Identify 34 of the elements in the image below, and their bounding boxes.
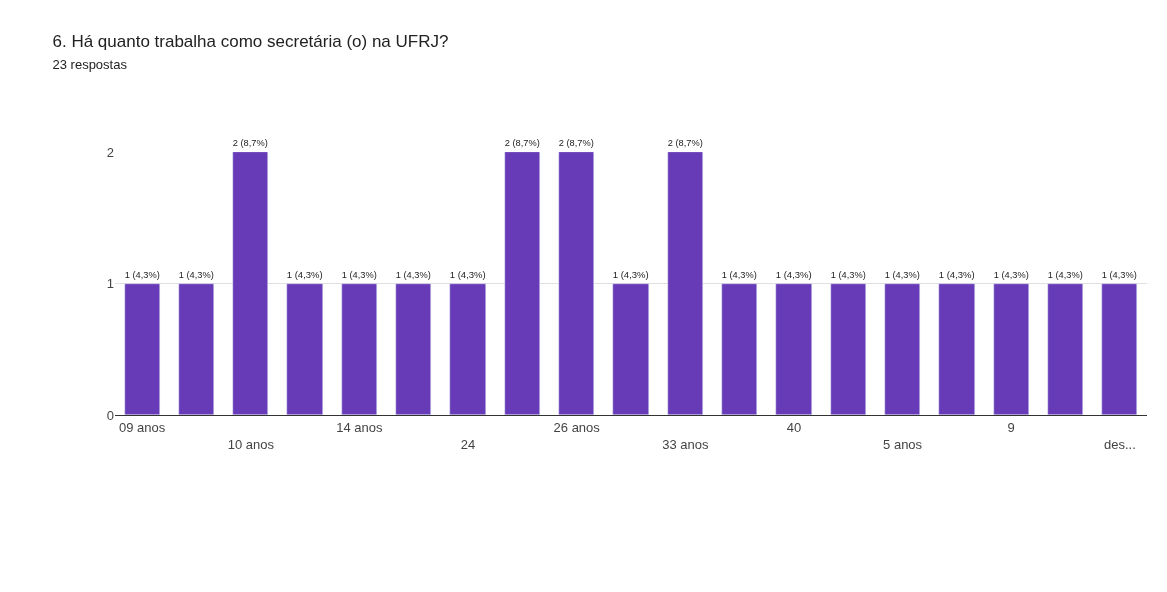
data-label: 2 (8,7%) <box>504 138 540 149</box>
x-tick-label: 24 <box>460 436 476 452</box>
x-tick-label: 9 <box>1007 419 1015 435</box>
x-tick-label: 40 <box>786 419 802 435</box>
y-tick-label: 2 <box>106 144 114 160</box>
data-label: 1 (4,3%) <box>1101 270 1137 281</box>
data-label: 1 (4,3%) <box>884 270 920 281</box>
x-tick-label: 10 anos <box>227 436 275 452</box>
data-label: 1 (4,3%) <box>830 270 866 281</box>
chart-subtitle: 23 respostas <box>52 57 128 73</box>
y-tick-label: 1 <box>106 276 114 292</box>
x-tick-label: 5 anos <box>883 436 923 452</box>
x-tick-label: 26 anos <box>553 419 601 435</box>
data-label: 1 (4,3%) <box>178 270 214 281</box>
x-tick-label: 14 anos <box>336 419 384 435</box>
chart-title: 6. Há quanto trabalha como secretária (o) na UFRJ? <box>52 32 449 52</box>
data-label: 1 (4,3%) <box>341 270 377 281</box>
x-tick-label: des... <box>1103 436 1136 452</box>
x-tick-label: 33 anos <box>662 436 709 452</box>
data-label: 2 (8,7%) <box>558 138 594 149</box>
data-label: 2 (8,7%) <box>232 138 268 149</box>
data-label: 1 (4,3%) <box>993 270 1029 281</box>
data-label: 1 (4,3%) <box>124 270 160 281</box>
data-label: 1 (4,3%) <box>721 270 757 281</box>
data-label: 1 (4,3%) <box>395 270 431 281</box>
data-label: 2 (8,7%) <box>667 138 703 149</box>
data-label: 1 (4,3%) <box>612 269 649 281</box>
data-label: 1 (4,3%) <box>775 269 812 281</box>
y-tick-label: 0 <box>106 407 114 423</box>
data-label: 1 (4,3%) <box>286 269 323 281</box>
data-label: 1 (4,3%) <box>1047 270 1083 281</box>
x-tick-label: 09 anos <box>119 419 166 435</box>
data-label: 1 (4,3%) <box>449 269 486 281</box>
data-label: 1 (4,3%) <box>938 269 975 281</box>
